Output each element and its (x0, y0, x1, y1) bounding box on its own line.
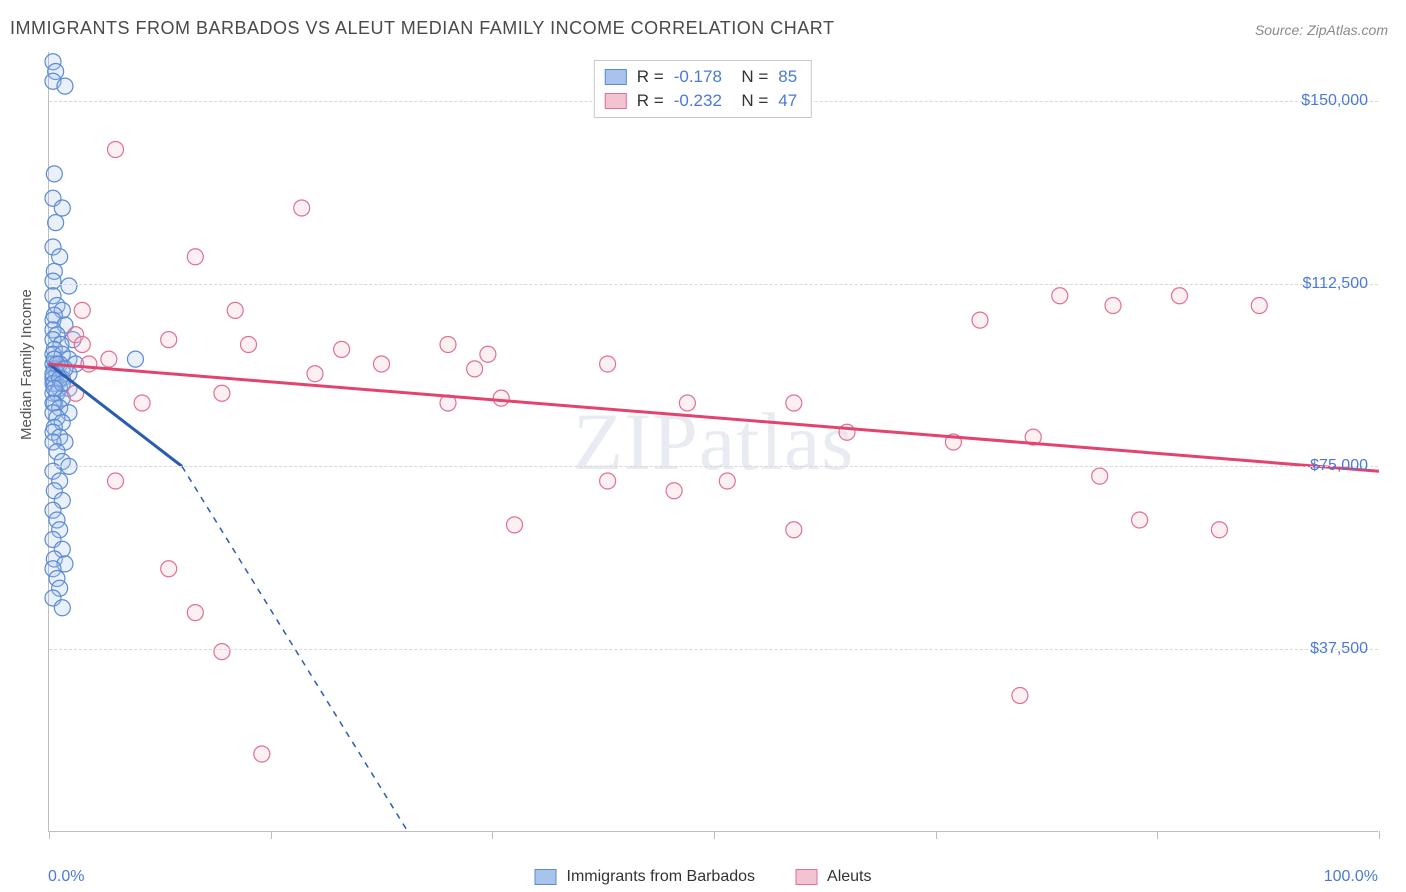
y-tick-label: $150,000 (1301, 92, 1368, 110)
scatter-point-aleuts (241, 337, 257, 353)
stat-n-label-0: N = (732, 65, 768, 89)
x-tick (936, 831, 937, 839)
scatter-point-aleuts (161, 561, 177, 577)
scatter-point-aleuts (1105, 298, 1121, 314)
legend-stats-row-0: R = -0.178 N = 85 (605, 65, 797, 89)
bottom-legend-label-0: Immigrants from Barbados (567, 868, 756, 886)
scatter-point-aleuts (480, 346, 496, 362)
x-tick (492, 831, 493, 839)
scatter-point-aleuts (294, 200, 310, 216)
scatter-point-aleuts (679, 395, 695, 411)
scatter-point-aleuts (161, 332, 177, 348)
scatter-point-barbados (45, 273, 61, 289)
y-tick-label: $75,000 (1310, 457, 1368, 475)
x-tick (49, 831, 50, 839)
scatter-point-aleuts (334, 341, 350, 357)
scatter-point-aleuts (719, 473, 735, 489)
stat-r-value-1: -0.232 (674, 89, 722, 113)
scatter-point-aleuts (1052, 288, 1068, 304)
y-tick-label: $37,500 (1310, 640, 1368, 658)
source-label: Source: ZipAtlas.com (1255, 22, 1388, 38)
scatter-point-aleuts (307, 366, 323, 382)
scatter-point-aleuts (108, 473, 124, 489)
scatter-point-aleuts (972, 312, 988, 328)
scatter-point-aleuts (374, 356, 390, 372)
scatter-point-aleuts (1251, 298, 1267, 314)
scatter-point-barbados (57, 78, 73, 94)
scatter-point-aleuts (74, 337, 90, 353)
stat-n-value-1: 47 (778, 89, 797, 113)
bottom-legend-label-1: Aleuts (827, 868, 871, 886)
scatter-point-aleuts (1092, 468, 1108, 484)
scatter-point-aleuts (1132, 512, 1148, 528)
stat-n-value-0: 85 (778, 65, 797, 89)
scatter-point-aleuts (507, 517, 523, 533)
scatter-point-aleuts (786, 522, 802, 538)
x-tick (271, 831, 272, 839)
swatch-barbados (605, 69, 627, 85)
scatter-point-aleuts (81, 356, 97, 372)
scatter-point-aleuts (254, 746, 270, 762)
stat-n-label-1: N = (732, 89, 768, 113)
chart-title: IMMIGRANTS FROM BARBADOS VS ALEUT MEDIAN… (10, 18, 834, 39)
chart-container: IMMIGRANTS FROM BARBADOS VS ALEUT MEDIAN… (0, 0, 1406, 892)
stat-r-label-1: R = (637, 89, 664, 113)
swatch-aleuts (605, 93, 627, 109)
scatter-point-barbados (127, 351, 143, 367)
scatter-point-barbados (54, 600, 70, 616)
bottom-legend-item-1: Aleuts (795, 868, 871, 886)
plot-svg (49, 52, 1378, 831)
scatter-point-aleuts (440, 337, 456, 353)
scatter-point-aleuts (600, 473, 616, 489)
scatter-point-aleuts (600, 356, 616, 372)
y-tick-label: $112,500 (1302, 275, 1368, 293)
scatter-point-aleuts (493, 390, 509, 406)
x-axis-min-label: 0.0% (48, 868, 84, 886)
x-tick (714, 831, 715, 839)
swatch-bottom-aleuts (795, 869, 817, 885)
x-tick (1157, 831, 1158, 839)
y-axis-title: Median Family Income (18, 289, 35, 440)
scatter-point-barbados (54, 200, 70, 216)
gridline-h (49, 284, 1378, 285)
scatter-point-aleuts (108, 142, 124, 158)
bottom-legend-item-0: Immigrants from Barbados (535, 868, 756, 886)
scatter-point-aleuts (214, 644, 230, 660)
scatter-point-aleuts (1211, 522, 1227, 538)
scatter-point-aleuts (227, 302, 243, 318)
x-axis-max-label: 100.0% (1324, 868, 1378, 886)
scatter-point-barbados (48, 215, 64, 231)
scatter-point-aleuts (467, 361, 483, 377)
gridline-h (49, 466, 1378, 467)
scatter-point-barbados (52, 249, 68, 265)
legend-stats-row-1: R = -0.232 N = 47 (605, 89, 797, 113)
scatter-point-barbados (46, 380, 62, 396)
scatter-point-aleuts (1012, 688, 1028, 704)
scatter-point-aleuts (786, 395, 802, 411)
scatter-point-barbados (46, 166, 62, 182)
legend-stats-box: R = -0.178 N = 85 R = -0.232 N = 47 (594, 60, 812, 118)
stat-r-label-0: R = (637, 65, 664, 89)
gridline-h (49, 649, 1378, 650)
x-tick (1379, 831, 1380, 839)
swatch-bottom-barbados (535, 869, 557, 885)
scatter-point-aleuts (214, 385, 230, 401)
scatter-point-aleuts (187, 605, 203, 621)
plot-area: ZIPatlas $37,500$75,000$112,500$150,000 (48, 52, 1378, 832)
scatter-point-aleuts (1172, 288, 1188, 304)
scatter-point-aleuts (101, 351, 117, 367)
scatter-point-barbados (61, 278, 77, 294)
bottom-legend: Immigrants from Barbados Aleuts (535, 868, 872, 886)
trend-line-aleuts (49, 364, 1379, 471)
scatter-point-aleuts (74, 302, 90, 318)
stat-r-value-0: -0.178 (674, 65, 722, 89)
scatter-point-aleuts (134, 395, 150, 411)
scatter-point-aleuts (187, 249, 203, 265)
scatter-point-aleuts (666, 483, 682, 499)
